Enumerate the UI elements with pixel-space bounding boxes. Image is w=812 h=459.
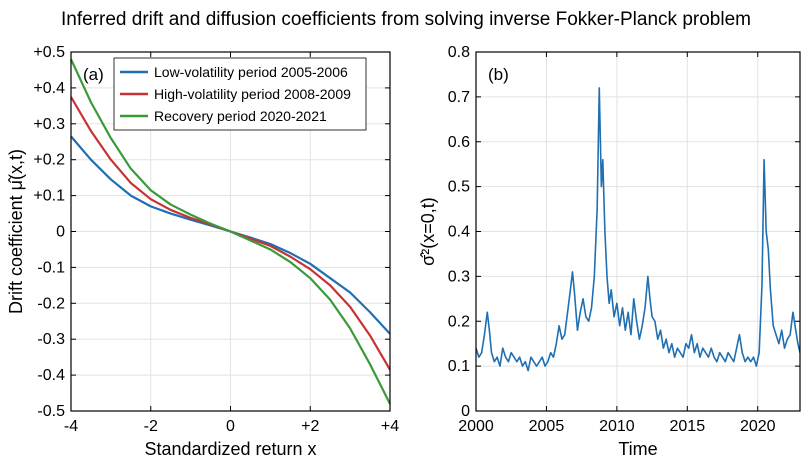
panel-a-y-axis-label: Drift coefficient μ̂(x,t) — [6, 149, 26, 314]
panel-a-x-axis-label: Standardized return x — [144, 439, 316, 459]
panel-b-label: (b) — [488, 65, 509, 84]
panel-a-y-tick-label: -0.5 — [37, 403, 65, 420]
panel-b-chart: Time σ̂²(x=0,t) 2000 2005 2010 2015 2020 0 0.1… — [418, 44, 801, 459]
panel-b-y-tick-label: 0.1 — [448, 358, 470, 375]
panel-a-y-tick-label: -0.2 — [37, 295, 65, 312]
panel-a-y-tick-label: +0.2 — [33, 152, 65, 169]
panel-b-y-tick-label: 0.5 — [448, 179, 470, 196]
panel-a-legend-label-0: Low-volatility period 2005-2006 — [154, 64, 348, 80]
panel-b-x-tick-label: 2005 — [529, 418, 565, 435]
panel-b-y-tick-label: 0.3 — [448, 268, 470, 285]
panel-b-x-tick-label: 2000 — [458, 418, 494, 435]
panel-b-y-tick-label: 0.4 — [448, 224, 470, 241]
panel-a-y-tick-label: -0.1 — [37, 259, 65, 276]
panel-b-y-axis-label: σ̂²(x=0,t) — [418, 197, 438, 266]
panel-b-x-axis-label: Time — [618, 439, 657, 459]
figure-title: Inferred drift and diffusion coefficient… — [61, 9, 751, 30]
panel-a-x-tick-label: -4 — [64, 418, 78, 435]
panel-b-x-tick-label: 2015 — [670, 418, 706, 435]
panel-b-x-tick-label: 2020 — [740, 418, 776, 435]
panel-a-x-tick-label: 0 — [226, 418, 235, 435]
panel-b-y-tick-label: 0.7 — [448, 89, 470, 106]
panel-a-y-tick-label: +0.5 — [33, 44, 65, 61]
panel-b-y-tick-label: 0.2 — [448, 313, 470, 330]
panel-a-legend: Low-volatility period 2005-2006 High-vola… — [113, 57, 367, 131]
panel-a-label: (a) — [83, 65, 104, 84]
panel-b-x-tick-label: 2010 — [599, 418, 635, 435]
panel-a-series-line-2 — [70, 58, 391, 405]
panel-a-y-tick-label: -0.3 — [37, 331, 65, 348]
panel-a-y-tick-label: +0.1 — [33, 188, 65, 205]
panel-a-y-tick-label: 0 — [56, 224, 65, 241]
panel-b-series-line-0 — [475, 87, 801, 372]
panel-a-x-tick-label: +2 — [301, 418, 319, 435]
panel-a-y-tick-label: +0.4 — [33, 80, 65, 97]
panel-b-y-tick-label: 0.6 — [448, 134, 470, 151]
panel-a-legend-label-2: Recovery period 2020-2021 — [154, 108, 327, 124]
panel-a-chart: Standardized return x Drift coefficient … — [6, 44, 399, 459]
panel-a-y-tick-label: +0.3 — [33, 116, 65, 133]
panel-a-x-tick-label: +4 — [381, 418, 399, 435]
panel-a-y-tick-label: -0.4 — [37, 367, 65, 384]
panel-a-legend-label-1: High-volatility period 2008-2009 — [154, 86, 351, 102]
panel-a-legend-box — [113, 57, 367, 131]
panel-a-x-tick-label: -2 — [144, 418, 158, 435]
panel-b-y-tick-label: 0 — [461, 403, 470, 420]
panel-b-y-tick-label: 0.8 — [448, 44, 470, 61]
